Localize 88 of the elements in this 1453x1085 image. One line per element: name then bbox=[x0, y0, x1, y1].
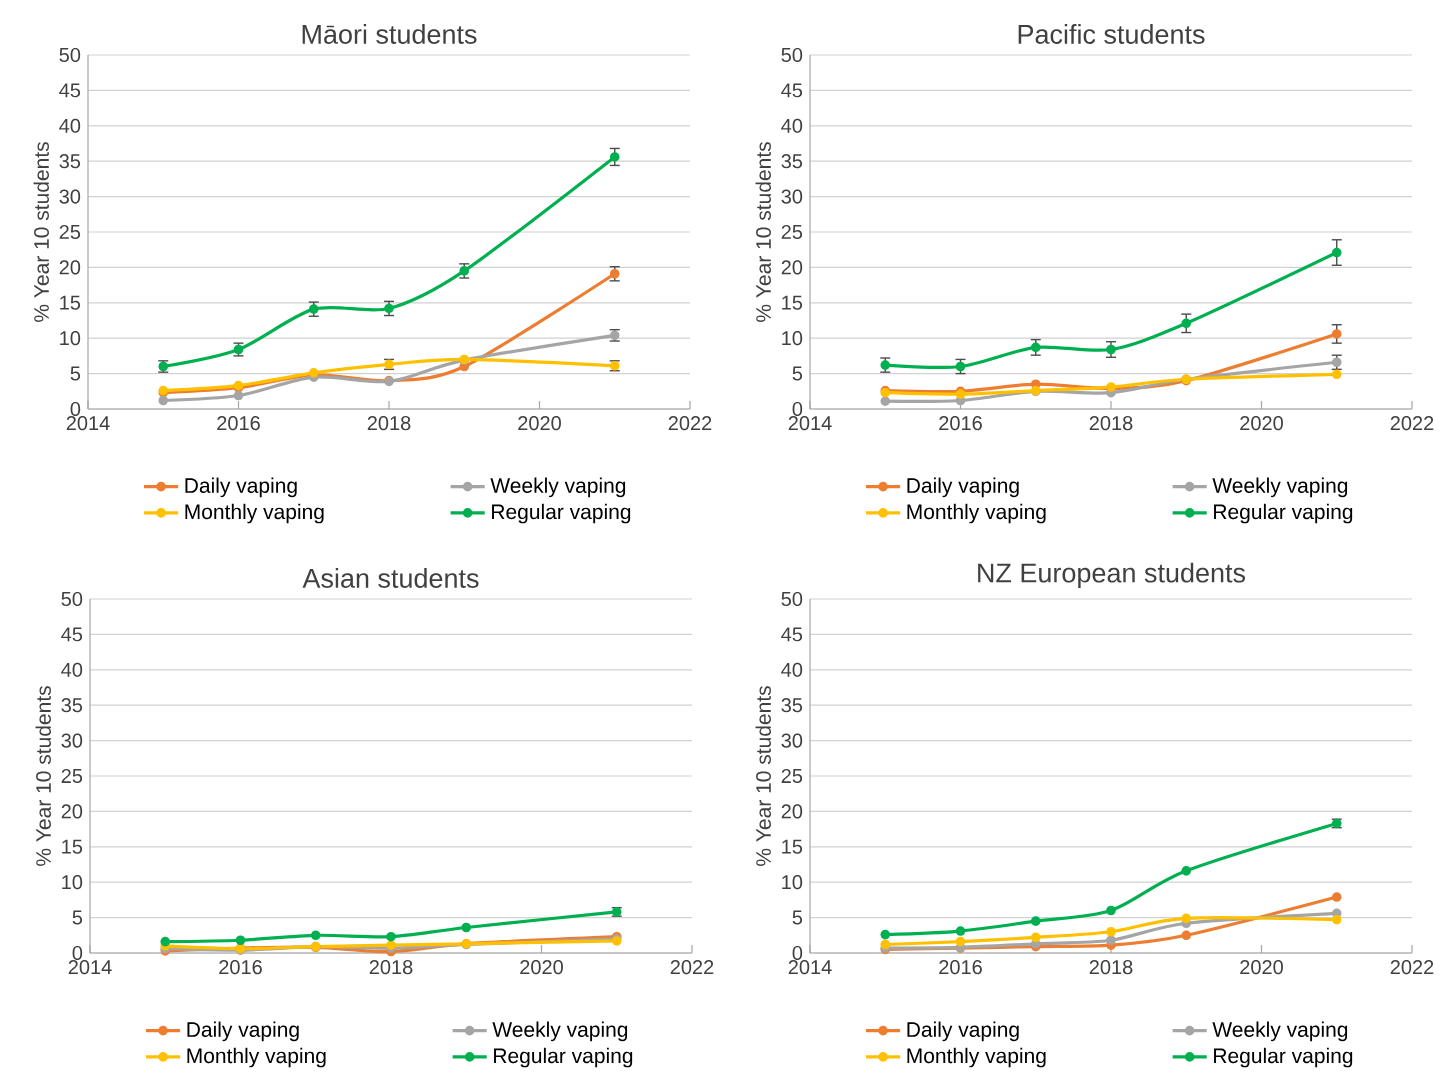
x-tick-label: 2018 bbox=[1089, 416, 1133, 431]
legend-label: Weekly vaping bbox=[1212, 1021, 1348, 1042]
x-tick-label: 2020 bbox=[520, 960, 563, 975]
y-tick-label: 50 bbox=[61, 591, 83, 607]
x-tick-label: 2022 bbox=[1390, 416, 1434, 431]
y-tick-label: 20 bbox=[61, 804, 83, 819]
y-tick-label: 50 bbox=[781, 47, 803, 63]
y-tick-label: 45 bbox=[59, 83, 81, 98]
chart-title: Asian students bbox=[302, 568, 479, 588]
y-tick-label: 10 bbox=[782, 331, 803, 346]
x-tick-label: 2016 bbox=[939, 960, 982, 975]
legend-label: Monthly vaping bbox=[907, 503, 1046, 524]
x-tick-label: 2014 bbox=[788, 960, 832, 975]
y-tick-label: 0 bbox=[72, 945, 83, 961]
legend-label: Monthly vaping bbox=[907, 1047, 1046, 1068]
y-tick-label: 25 bbox=[781, 768, 803, 784]
legend-label: Daily vaping bbox=[907, 1021, 1019, 1042]
legend-label: Weekly vaping bbox=[1212, 477, 1348, 498]
y-tick-label: 50 bbox=[59, 47, 81, 63]
legend-label: Daily vaping bbox=[187, 1021, 299, 1042]
x-tick-label: 2018 bbox=[369, 960, 413, 975]
y-tick-label: 10 bbox=[782, 875, 803, 890]
y-tick-label: 50 bbox=[781, 591, 803, 607]
y-tick-label: 30 bbox=[61, 733, 83, 748]
y-tick-label: 20 bbox=[59, 260, 81, 275]
x-tick-label: 2020 bbox=[1240, 416, 1283, 431]
y-tick-label: 35 bbox=[59, 154, 81, 169]
y-tick-label: 45 bbox=[781, 83, 803, 98]
y-tick-label: 20 bbox=[781, 260, 803, 275]
y-tick-label: 10 bbox=[62, 875, 83, 890]
y-tick-label: 0 bbox=[792, 945, 803, 961]
legend-label: Regular vaping bbox=[492, 503, 631, 524]
x-tick-label: 2022 bbox=[670, 960, 714, 975]
x-tick-label: 2018 bbox=[367, 416, 411, 431]
y-tick-label: 15 bbox=[60, 295, 81, 310]
y-tick-label: 15 bbox=[782, 839, 803, 854]
y-axis-title: % Year 10 students bbox=[35, 686, 51, 866]
x-tick-label: 2016 bbox=[217, 416, 260, 431]
legend-label: Monthly vaping bbox=[185, 503, 324, 524]
legend-label: Monthly vaping bbox=[187, 1047, 326, 1068]
y-tick-label: 45 bbox=[781, 627, 803, 642]
legend-label: Regular vaping bbox=[494, 1047, 633, 1068]
y-axis-title: % Year 10 students bbox=[755, 142, 771, 322]
y-tick-label: 0 bbox=[70, 401, 81, 417]
y-tick-label: 5 bbox=[792, 366, 803, 381]
x-tick-label: 2016 bbox=[939, 416, 982, 431]
legend-label: Weekly vaping bbox=[490, 477, 626, 498]
y-tick-label: 30 bbox=[781, 733, 803, 748]
chart-title: Pacific students bbox=[1018, 24, 1205, 44]
y-tick-label: 40 bbox=[59, 118, 81, 133]
x-tick-label: 2014 bbox=[66, 416, 110, 431]
y-tick-label: 20 bbox=[781, 804, 803, 819]
legend-label: Weekly vaping bbox=[492, 1021, 628, 1042]
y-tick-label: 40 bbox=[781, 662, 803, 677]
legend-label: Daily vaping bbox=[185, 477, 297, 498]
y-axis-title: % Year 10 students bbox=[33, 142, 49, 322]
y-tick-label: 45 bbox=[61, 627, 83, 642]
y-tick-label: 0 bbox=[792, 401, 803, 417]
y-tick-label: 25 bbox=[781, 224, 803, 240]
y-tick-label: 5 bbox=[72, 910, 83, 925]
x-tick-label: 2020 bbox=[518, 416, 561, 431]
x-tick-label: 2014 bbox=[68, 960, 112, 975]
legend-label: Daily vaping bbox=[907, 477, 1019, 498]
y-tick-label: 25 bbox=[59, 224, 81, 240]
x-tick-label: 2022 bbox=[668, 416, 712, 431]
x-tick-label: 2022 bbox=[1390, 960, 1434, 975]
chart-title: NZ European students bbox=[978, 562, 1246, 588]
y-tick-label: 40 bbox=[61, 662, 83, 677]
y-tick-label: 15 bbox=[62, 839, 83, 854]
x-tick-label: 2014 bbox=[788, 416, 832, 431]
y-tick-label: 30 bbox=[781, 189, 803, 204]
y-tick-label: 10 bbox=[60, 331, 81, 346]
y-tick-label: 15 bbox=[782, 295, 803, 310]
y-tick-label: 5 bbox=[70, 366, 81, 381]
y-tick-label: 5 bbox=[792, 910, 803, 925]
y-tick-label: 35 bbox=[781, 154, 803, 169]
y-tick-label: 40 bbox=[781, 118, 803, 133]
legend-label: Regular vaping bbox=[1214, 1047, 1353, 1068]
x-tick-label: 2016 bbox=[219, 960, 262, 975]
y-axis-title: % Year 10 students bbox=[755, 686, 771, 866]
legend-label: Regular vaping bbox=[1214, 503, 1353, 524]
y-tick-label: 35 bbox=[781, 698, 803, 713]
y-tick-label: 35 bbox=[61, 698, 83, 713]
y-tick-label: 25 bbox=[61, 768, 83, 784]
x-tick-label: 2018 bbox=[1089, 960, 1133, 975]
chart-title: Māori students bbox=[302, 24, 477, 44]
y-tick-label: 30 bbox=[59, 189, 81, 204]
x-tick-label: 2020 bbox=[1240, 960, 1283, 975]
